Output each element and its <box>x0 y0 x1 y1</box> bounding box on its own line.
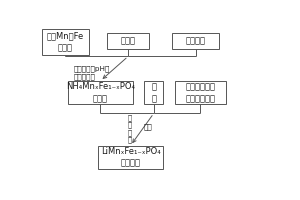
FancyBboxPatch shape <box>172 33 219 49</box>
FancyBboxPatch shape <box>68 81 133 104</box>
Text: 氨水溶液: 氨水溶液 <box>186 36 206 45</box>
Text: 锂
源: 锂 源 <box>151 82 156 103</box>
Text: 磷溶液: 磷溶液 <box>121 36 136 45</box>
Text: NH₄MnₓFe₁₋ₓPO₄
前驱体: NH₄MnₓFe₁₋ₓPO₄ 前驱体 <box>66 82 135 103</box>
Text: 二价Mn、Fe
盐溶液: 二价Mn、Fe 盐溶液 <box>47 31 84 52</box>
FancyBboxPatch shape <box>42 29 89 55</box>
FancyBboxPatch shape <box>145 81 163 104</box>
Text: 包覆碳源、掺
杂金属化合物: 包覆碳源、掺 杂金属化合物 <box>185 82 215 103</box>
Text: LiMnₓFe₁₋ₓPO₄
正极材料: LiMnₓFe₁₋ₓPO₄ 正极材料 <box>100 147 160 168</box>
FancyBboxPatch shape <box>98 146 163 169</box>
Text: 氮气保护、pH值
控制、搅拌: 氮气保护、pH值 控制、搅拌 <box>74 65 110 80</box>
FancyBboxPatch shape <box>175 81 226 104</box>
FancyBboxPatch shape <box>107 33 149 49</box>
Text: 混
合
研
磨: 混 合 研 磨 <box>127 115 131 143</box>
Text: 煅烧: 煅烧 <box>143 123 152 130</box>
